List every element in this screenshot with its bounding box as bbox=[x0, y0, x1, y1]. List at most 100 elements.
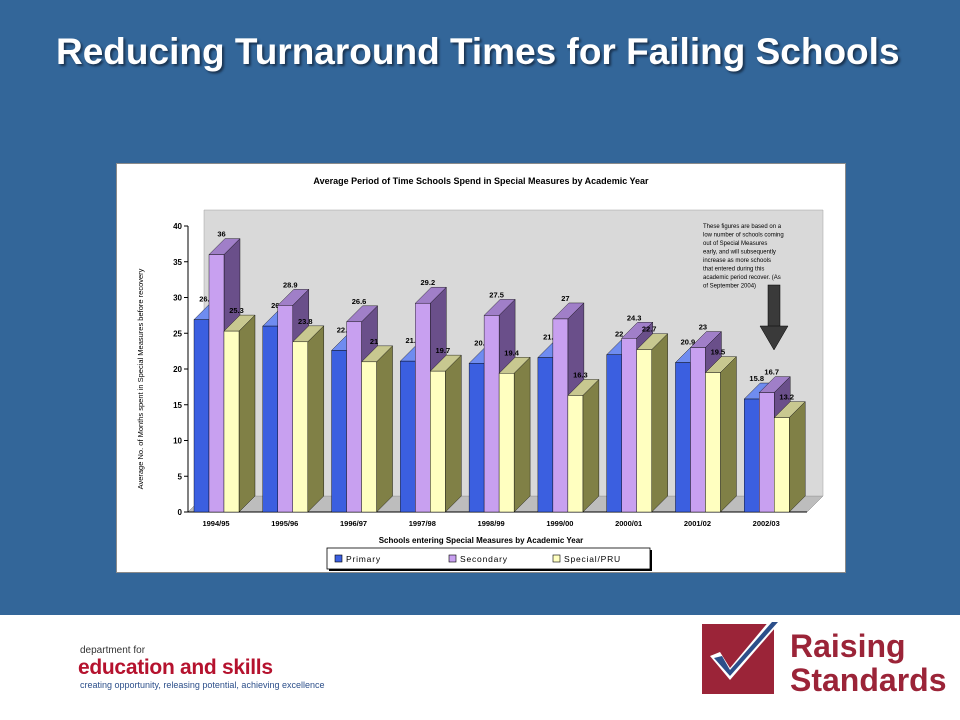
bar-specialpru-1 bbox=[292, 341, 308, 513]
data-label-specialpru-3: 19.7 bbox=[436, 346, 451, 355]
bar-side-specialpru-1 bbox=[307, 325, 324, 513]
data-label-secondary-5: 27 bbox=[561, 294, 569, 303]
y-tick-label: 40 bbox=[173, 222, 182, 231]
bar-primary-5 bbox=[537, 357, 554, 513]
bar-specialpru-7 bbox=[705, 372, 721, 513]
bar-side-specialpru-3 bbox=[445, 354, 462, 513]
raising-standards-word2: Standards bbox=[790, 662, 947, 698]
dfes-logo-tagline: creating opportunity, releasing potentia… bbox=[80, 680, 325, 690]
data-label-secondary-0: 36 bbox=[217, 230, 225, 239]
annotation-arrow-shaft bbox=[767, 284, 781, 328]
x-tick-label: 1995/96 bbox=[271, 519, 298, 528]
bar-side-specialpru-8 bbox=[789, 401, 806, 513]
x-tick-label: 1994/95 bbox=[202, 519, 229, 528]
bar-specialpru-3 bbox=[430, 370, 446, 513]
data-label-specialpru-5: 16.3 bbox=[573, 370, 588, 379]
x-tick-label: 1998/99 bbox=[478, 519, 505, 528]
bar-primary-6 bbox=[606, 354, 622, 513]
x-tick-label: 1996/97 bbox=[340, 519, 367, 528]
data-label-specialpru-7: 19.5 bbox=[711, 348, 726, 357]
y-tick-label: 35 bbox=[173, 258, 182, 267]
y-tick-label: 5 bbox=[178, 472, 183, 481]
bar-primary-2 bbox=[331, 350, 347, 513]
y-axis-title: Average No. of Months spent in Special M… bbox=[136, 268, 145, 489]
chart-container: 0 5 10 15 20 25 30 35 40 Average Period of Time S… bbox=[116, 163, 846, 573]
bar-secondary-1 bbox=[277, 305, 293, 513]
bar-specialpru-2 bbox=[361, 361, 377, 513]
data-label-specialpru-6: 22.7 bbox=[642, 325, 657, 334]
bar-secondary-0 bbox=[208, 254, 225, 513]
x-tick-label: 1999/00 bbox=[546, 519, 573, 528]
bar-secondary-7 bbox=[690, 347, 706, 513]
annotation-arrow-head bbox=[759, 325, 789, 351]
annotation-note: These figures are based on a low number o… bbox=[703, 224, 784, 290]
bar-secondary-3 bbox=[415, 303, 431, 513]
bar-primary-8 bbox=[744, 398, 760, 513]
dfes-logo-line1: department for bbox=[80, 645, 146, 656]
x-tick-label: 2001/02 bbox=[684, 519, 711, 528]
data-label-primary-1: 26 bbox=[271, 301, 279, 310]
bar-primary-7 bbox=[675, 362, 691, 513]
data-label-specialpru-2: 21 bbox=[370, 337, 378, 346]
bar-primary-1 bbox=[262, 325, 278, 513]
legend-label-primary: Primary bbox=[346, 554, 381, 564]
data-label-specialpru-8: 13.2 bbox=[779, 393, 794, 402]
legend-label-specialpru: Special/PRU bbox=[564, 554, 621, 564]
data-label-secondary-8: 16.7 bbox=[764, 368, 779, 377]
data-label-primary-5: 21.6 bbox=[543, 333, 558, 342]
bar-specialpru-8 bbox=[774, 417, 790, 513]
x-tick-label: 2002/03 bbox=[753, 519, 780, 528]
data-label-primary-0: 26.9 bbox=[199, 295, 214, 304]
bar-secondary-5 bbox=[552, 318, 569, 513]
data-label-primary-6: 22 bbox=[615, 330, 623, 339]
check-mark-inner bbox=[714, 622, 778, 676]
data-label-specialpru-1: 23.8 bbox=[298, 317, 313, 326]
bar-side-specialpru-0 bbox=[238, 314, 256, 513]
bar-specialpru-4 bbox=[498, 373, 515, 513]
bar-primary-0 bbox=[193, 319, 210, 513]
bar-specialpru-5 bbox=[567, 395, 584, 513]
data-label-specialpru-0: 25.3 bbox=[229, 306, 244, 315]
data-label-secondary-4: 27.5 bbox=[489, 290, 504, 299]
data-label-secondary-1: 28.9 bbox=[283, 280, 298, 289]
data-label-specialpru-4: 19.4 bbox=[504, 348, 519, 357]
bar-primary-4 bbox=[468, 363, 485, 513]
bar-secondary-4 bbox=[483, 315, 500, 513]
bar-side-specialpru-2 bbox=[376, 345, 393, 513]
dfes-logo-line2: education and skills bbox=[78, 656, 273, 679]
y-tick-label: 10 bbox=[173, 437, 182, 446]
y-tick-label: 20 bbox=[173, 365, 182, 374]
x-axis-title: Schools entering Special Measures by Aca… bbox=[379, 536, 584, 545]
data-label-secondary-3: 29.2 bbox=[421, 278, 436, 287]
data-label-primary-7: 20.9 bbox=[681, 338, 696, 347]
bar-specialpru-6 bbox=[636, 349, 652, 513]
bar-specialpru-0 bbox=[223, 330, 240, 513]
data-label-secondary-2: 26.6 bbox=[352, 297, 367, 306]
legend-label-secondary: Secondary bbox=[460, 554, 508, 564]
data-label-secondary-7: 23 bbox=[699, 323, 707, 332]
y-tick-label: 30 bbox=[173, 294, 182, 303]
chart-title: Average Period of Time Schools Spend in … bbox=[313, 176, 649, 186]
data-label-primary-8: 15.8 bbox=[749, 374, 764, 383]
legend-swatch-primary bbox=[334, 554, 343, 563]
bar-side-specialpru-6 bbox=[651, 333, 668, 513]
slide-title: Reducing Turnaround Times for Failing Sc… bbox=[56, 31, 900, 72]
bar-chart: 0 5 10 15 20 25 30 35 40 Average Period of Time S… bbox=[136, 176, 824, 571]
footer bbox=[0, 615, 960, 720]
raising-standards-check-icon bbox=[702, 620, 782, 694]
bar-side-specialpru-5 bbox=[582, 378, 600, 513]
bar-secondary-2 bbox=[346, 321, 362, 513]
y-tick-label: 15 bbox=[173, 401, 182, 410]
bar-side-specialpru-4 bbox=[513, 356, 531, 513]
bar-primary-3 bbox=[400, 360, 416, 513]
legend-box bbox=[326, 547, 651, 570]
bar-secondary-6 bbox=[621, 338, 637, 513]
data-label-primary-4: 20.8 bbox=[474, 338, 489, 347]
legend-swatch-secondary bbox=[448, 554, 457, 563]
legend-swatch-specialpru bbox=[552, 554, 561, 563]
raising-standards-word1: Raising bbox=[790, 628, 906, 664]
x-tick-label: 1997/98 bbox=[409, 519, 436, 528]
bar-side-specialpru-7 bbox=[720, 356, 737, 513]
bar-secondary-8 bbox=[759, 392, 775, 513]
data-label-secondary-6: 24.3 bbox=[627, 313, 642, 322]
